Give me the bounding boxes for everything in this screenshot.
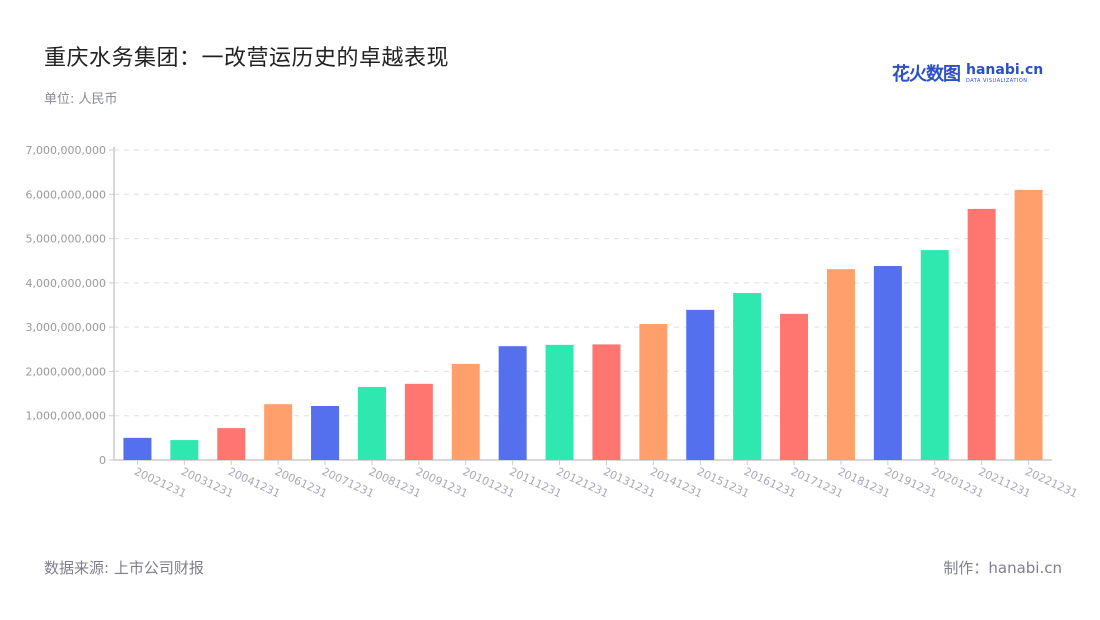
x-tick-label: 20031231 — [179, 465, 235, 500]
logo-en-block: hanabi.cn DATA VISUALIZATION — [966, 63, 1043, 84]
bar — [545, 344, 574, 460]
x-tick-label: 20111231 — [507, 465, 563, 500]
x-tick-label: 20041231 — [226, 465, 282, 500]
x-tick-label: 20191231 — [883, 465, 939, 500]
logo-en-text: hanabi.cn — [966, 61, 1044, 78]
bar — [639, 324, 668, 460]
bar — [217, 428, 246, 460]
x-tick-label: 20141231 — [648, 465, 704, 500]
bar — [733, 293, 762, 460]
logo-cn-text: 花火数图 — [892, 64, 961, 85]
y-tick-label: 2,000,000,000 — [26, 365, 106, 378]
y-tick-label: 5,000,000,000 — [26, 233, 106, 246]
bar — [264, 404, 293, 460]
y-tick-label: 7,000,000,000 — [26, 144, 106, 157]
unit-label: 单位: 人民币 — [44, 92, 118, 107]
y-tick-label: 1,000,000,000 — [26, 410, 106, 423]
bar — [592, 344, 621, 460]
x-tick-label: 20161231 — [742, 465, 798, 500]
x-tick-label: 20221231 — [1023, 465, 1079, 500]
bar — [498, 346, 527, 460]
logo-subtitle: DATA VISUALIZATION — [966, 77, 1028, 84]
x-tick-label: 20181231 — [836, 465, 892, 500]
bar — [1014, 189, 1043, 460]
x-tick-label: 20121231 — [554, 465, 610, 500]
bar — [967, 208, 996, 460]
x-tick-label: 20211231 — [976, 465, 1032, 500]
bar — [780, 313, 809, 460]
x-tick-label: 20061231 — [273, 465, 329, 500]
x-tick-label: 20081231 — [367, 465, 423, 500]
y-tick-label: 0 — [99, 454, 106, 467]
brand-logo: 花火数图 hanabi.cn DATA VISUALIZATION — [892, 60, 1043, 86]
bar — [311, 405, 340, 460]
x-tick-label: 20151231 — [695, 465, 751, 500]
bar — [873, 266, 902, 460]
bar — [404, 383, 433, 460]
data-source: 数据来源: 上市公司财报 — [44, 559, 204, 577]
x-tick-label: 20171231 — [789, 465, 845, 500]
bar — [920, 250, 949, 460]
x-tick-label: 20101231 — [460, 465, 516, 500]
bar — [686, 309, 715, 460]
bar — [357, 386, 386, 460]
x-tick-label: 20021231 — [132, 465, 188, 500]
bar — [170, 440, 199, 460]
bar — [826, 269, 855, 460]
x-tick-label: 20131231 — [601, 465, 657, 500]
chart-title: 重庆水务集团：一改营运历史的卓越表现 — [44, 46, 450, 71]
y-tick-label: 4,000,000,000 — [26, 277, 106, 290]
x-tick-label: 20091231 — [414, 465, 470, 500]
x-tick-label: 20071231 — [320, 465, 376, 500]
y-tick-label: 3,000,000,000 — [26, 321, 106, 334]
bar — [451, 363, 480, 460]
x-tick-label: 20201231 — [929, 465, 985, 500]
credit: 制作：hanabi.cn — [943, 559, 1062, 577]
y-tick-label: 6,000,000,000 — [26, 188, 106, 201]
bar — [123, 437, 152, 460]
